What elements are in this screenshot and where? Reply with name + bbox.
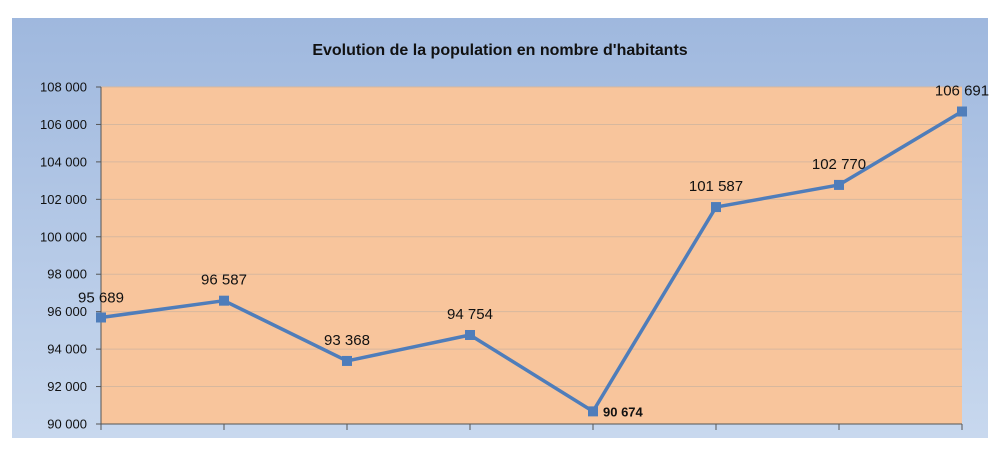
data-point-marker	[96, 312, 106, 323]
y-tick-label: 106 000	[40, 117, 87, 132]
data-point-marker	[957, 106, 967, 117]
series-line	[100, 110, 963, 414]
data-point-marker	[342, 355, 352, 366]
grid-lines	[101, 86, 962, 388]
y-tick-label: 102 000	[40, 192, 87, 207]
data-label: 102 770	[812, 156, 866, 173]
y-tick-label: 94 000	[47, 342, 87, 357]
axes	[96, 86, 963, 430]
data-labels: 95 689 96 587 93 368 94 754 90 674 101 587 102…	[78, 83, 989, 420]
y-tick-label: 90 000	[47, 417, 87, 432]
data-point-marker	[465, 329, 475, 340]
data-point-marker	[219, 295, 229, 306]
y-axis-tick-labels: 90 000 92 000 94 000 96 000 98 000 100 000 102…	[40, 80, 87, 432]
data-label: 96 587	[201, 272, 247, 289]
y-tick-label: 92 000	[47, 379, 87, 394]
chart-title: Evolution de la population en nombre d'h…	[312, 42, 687, 59]
data-label: 106 691	[935, 83, 989, 100]
data-point-marker	[711, 202, 721, 213]
y-tick-label: 100 000	[40, 229, 87, 244]
data-point-marker	[588, 406, 598, 417]
y-tick-label: 108 000	[40, 80, 87, 95]
y-tick-label: 104 000	[40, 154, 87, 169]
data-label: 90 674	[603, 404, 644, 419]
y-tick-label: 96 000	[47, 304, 87, 319]
series-layer	[96, 106, 967, 417]
data-label: 101 587	[689, 178, 743, 195]
data-label: 93 368	[324, 332, 370, 349]
data-label: 94 754	[447, 306, 493, 323]
data-point-marker	[834, 179, 844, 190]
data-label: 95 689	[78, 289, 124, 306]
plot-area	[101, 87, 962, 424]
y-tick-label: 98 000	[47, 267, 87, 282]
